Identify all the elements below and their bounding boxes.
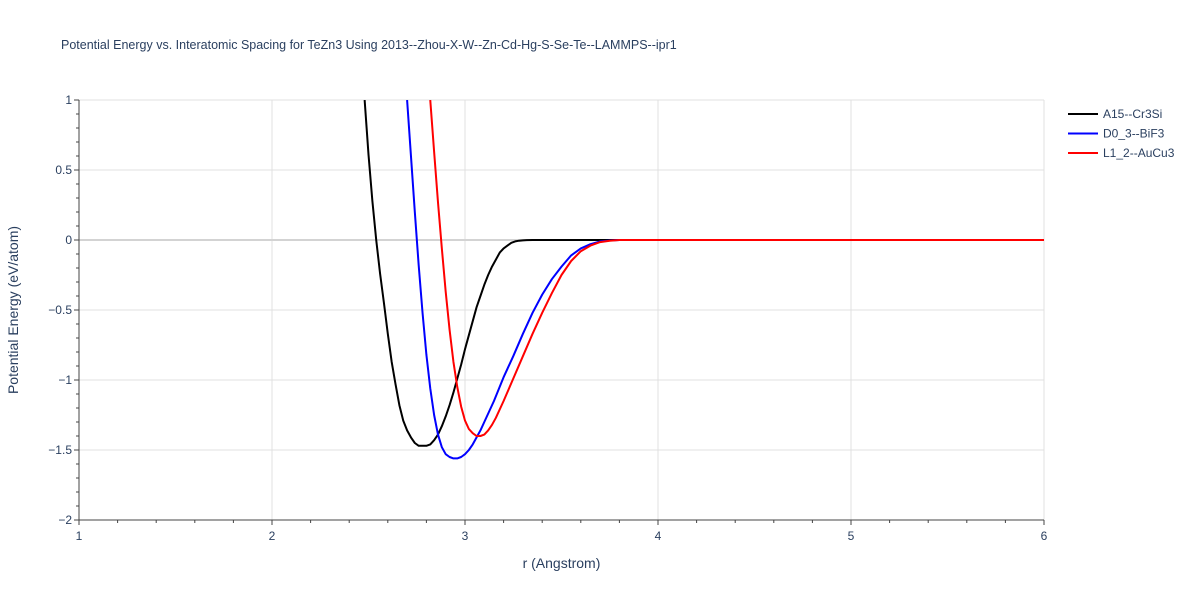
- y-tick-label: −2: [58, 513, 72, 527]
- y-axis-title: Potential Energy (eV/atom): [5, 226, 21, 394]
- legend-label: A15--Cr3Si: [1103, 107, 1162, 121]
- series-line: [363, 100, 1044, 447]
- x-tick-label: 5: [848, 529, 855, 543]
- series-layer: [363, 100, 1044, 460]
- chart-title: Potential Energy vs. Interatomic Spacing…: [61, 38, 677, 52]
- x-tick-label: 1: [76, 529, 83, 543]
- grid-layer: [79, 99, 1045, 520]
- legend-label: L1_2--AuCu3: [1103, 146, 1175, 160]
- y-tick-label: −0.5: [48, 303, 72, 317]
- y-tick-label: 0: [65, 233, 72, 247]
- y-tick-label: −1.5: [48, 443, 72, 457]
- x-tick-label: 4: [655, 529, 662, 543]
- x-axis-title: r (Angstrom): [523, 555, 601, 571]
- x-tick-label: 2: [269, 529, 276, 543]
- series-line: [406, 100, 1044, 460]
- x-tick-label: 6: [1041, 529, 1048, 543]
- axes-layer: 1 2 3 4 5 6 1 0.5 0 −0.5 −1 −1.5 −2: [48, 93, 1047, 543]
- legend-label: D0_3--BiF3: [1103, 127, 1165, 141]
- y-tick-label: 1: [65, 93, 72, 107]
- y-tick-label: −1: [58, 373, 72, 387]
- y-tick-label: 0.5: [55, 163, 72, 177]
- series-line: [429, 100, 1044, 437]
- x-tick-label: 3: [462, 529, 469, 543]
- legend: A15--Cr3Si D0_3--BiF3 L1_2--AuCu3: [1068, 107, 1175, 160]
